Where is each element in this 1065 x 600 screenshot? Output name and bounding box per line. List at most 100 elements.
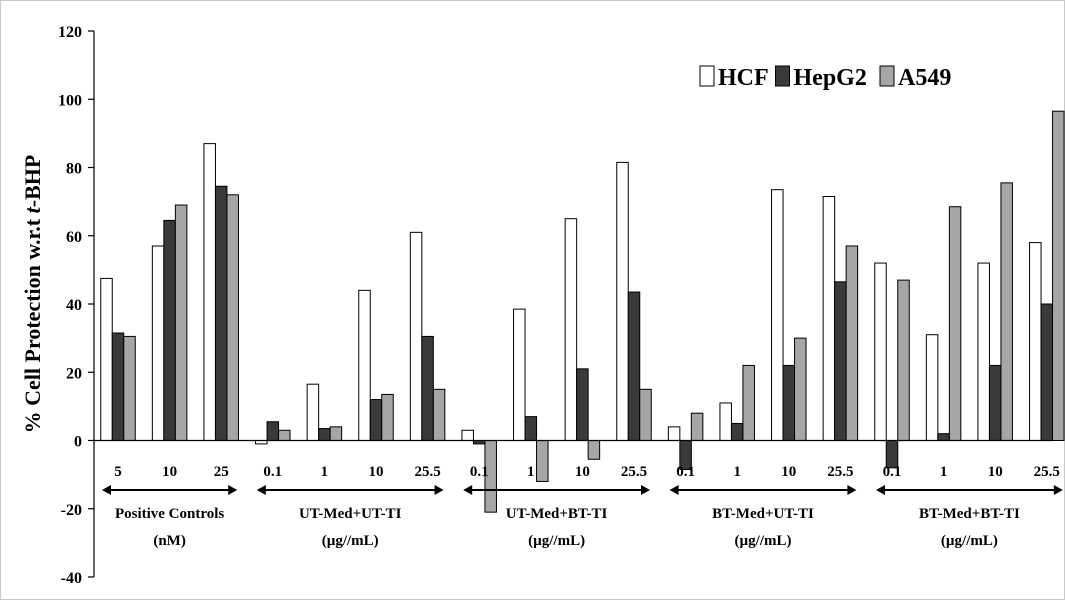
bar-hcf [461, 429, 474, 442]
bar-hcf [513, 308, 526, 441]
bar-hcf [306, 383, 320, 442]
bar-a549 [742, 364, 755, 441]
bar-hepg2 [576, 368, 589, 441]
group-bracket-arrow-left [256, 485, 266, 495]
bar-a549 [432, 388, 446, 441]
category-label: 0.1 [676, 464, 695, 480]
bar-a549 [226, 194, 239, 441]
bar-hcf [822, 196, 836, 441]
legend-swatch-hepg2 [775, 65, 790, 87]
bar-a549 [639, 388, 652, 441]
bar-a549 [123, 335, 136, 442]
category-label: 25.5 [1034, 464, 1060, 480]
bar-hepg2 [524, 416, 538, 441]
bar-hcf [100, 277, 113, 441]
y-tick-label: 40 [66, 297, 82, 314]
group-bracket-arrow-right [641, 485, 650, 495]
y-tick-label: 0 [74, 434, 82, 451]
category-label: 10 [988, 464, 1003, 480]
group-bracket-arrow-left [669, 485, 679, 495]
category-label: 10 [369, 464, 384, 480]
bar-a549 [381, 393, 394, 441]
category-label: 1 [940, 464, 948, 480]
bar-hepg2 [214, 185, 228, 441]
bar-hepg2 [421, 335, 434, 442]
bar-a549 [587, 440, 601, 460]
legend-label-a549: A549 [898, 65, 951, 91]
y-tick-label: 120 [58, 24, 82, 41]
category-label: 10 [781, 464, 796, 480]
legend-swatch-a549 [879, 65, 895, 87]
bar-hepg2 [627, 291, 641, 441]
group-bracket-arrow-right [1053, 485, 1063, 495]
legend-swatch-hcf [699, 65, 715, 87]
bar-a549 [174, 204, 188, 441]
group-bracket-arrow-right [228, 485, 238, 495]
group-bracket-arrow-left [102, 485, 111, 495]
category-label: 10 [575, 464, 590, 480]
group-label: Positive Controls [115, 506, 224, 522]
group-bracket-arrow-left [876, 485, 885, 495]
group-unit-label: (µg//mL) [941, 533, 998, 549]
bar-hepg2 [834, 281, 847, 441]
bar-hepg2 [266, 421, 280, 442]
category-label: 1 [321, 464, 329, 480]
bar-a549 [1052, 110, 1065, 441]
bar-hcf [151, 245, 165, 441]
category-label: 25.5 [827, 464, 853, 480]
bar-hepg2 [988, 364, 1002, 441]
category-label: 25.5 [621, 464, 647, 480]
bar-hcf [719, 402, 732, 441]
category-label: 5 [114, 464, 122, 480]
bar-hcf [667, 426, 681, 442]
bar-a549 [897, 279, 910, 441]
bar-hcf [874, 262, 887, 441]
group-label: UT-Med+UT-TI [299, 506, 402, 522]
bar-hcf [358, 289, 371, 441]
group-label: UT-Med+BT-TI [506, 506, 608, 522]
group-label: BT-Med+BT-TI [919, 506, 1020, 522]
bar-hepg2 [111, 332, 125, 442]
bar-hepg2 [163, 219, 176, 441]
category-label: 0.1 [470, 464, 489, 480]
bar-hepg2 [937, 433, 950, 441]
y-tick-label: 60 [66, 229, 82, 246]
bar-a549 [845, 245, 859, 441]
bar-hcf [409, 231, 423, 441]
bar-hcf [564, 218, 578, 441]
group-bracket-arrow-right [434, 485, 444, 495]
bar-a549 [690, 412, 704, 442]
bar-a549 [329, 426, 343, 442]
y-axis-label: % Cell Protection w.r.t t-BHP [20, 155, 45, 434]
bar-hepg2 [730, 422, 744, 441]
y-tick-label: -40 [61, 570, 82, 587]
y-tick-label: 20 [66, 365, 82, 382]
bar-hcf [771, 189, 784, 441]
category-label: 0.1 [883, 464, 902, 480]
category-label: 1 [527, 464, 535, 480]
group-bracket-arrow-right [847, 485, 857, 495]
y-tick-label: -20 [61, 502, 82, 519]
bar-hcf [925, 334, 939, 441]
group-unit-label: (µg//mL) [322, 533, 379, 549]
y-tick-label: 80 [66, 161, 82, 178]
bar-hepg2 [369, 399, 383, 441]
group-unit-label: (nM) [153, 533, 186, 549]
bar-a549 [536, 440, 549, 482]
bar-hcf [1029, 242, 1042, 441]
bar-hepg2 [782, 364, 796, 441]
bar-a549 [794, 337, 807, 441]
bar-hcf [203, 143, 216, 442]
legend-label-hepg2: HepG2 [794, 65, 867, 91]
bar-a549 [1000, 182, 1013, 441]
bar-hcf [616, 161, 629, 441]
category-label: 25.5 [414, 464, 440, 480]
bar-a549 [278, 429, 291, 442]
category-label: 10 [162, 464, 177, 480]
y-tick-label: 100 [58, 92, 82, 109]
bar-hepg2 [1040, 303, 1054, 441]
group-bracket-arrow-left [463, 485, 473, 495]
bar-hcf [977, 262, 990, 441]
bar-hepg2 [318, 428, 331, 441]
